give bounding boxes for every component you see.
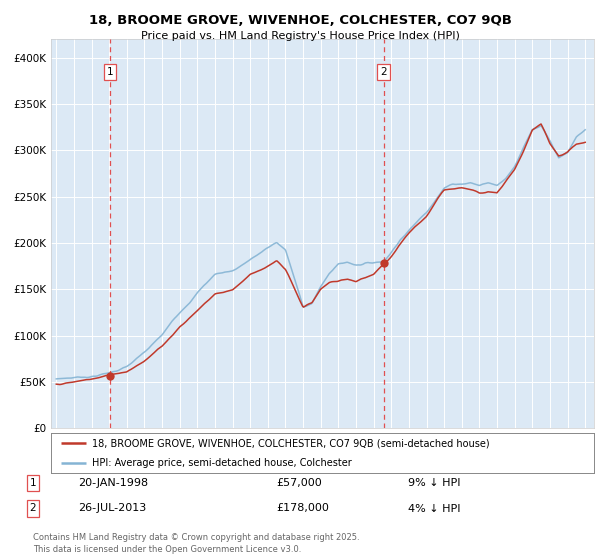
Text: 1: 1 <box>107 67 113 77</box>
Text: 1: 1 <box>29 478 37 488</box>
Text: £178,000: £178,000 <box>276 503 329 514</box>
Text: 26-JUL-2013: 26-JUL-2013 <box>78 503 146 514</box>
Text: Price paid vs. HM Land Registry's House Price Index (HPI): Price paid vs. HM Land Registry's House … <box>140 31 460 41</box>
Text: HPI: Average price, semi-detached house, Colchester: HPI: Average price, semi-detached house,… <box>92 458 352 468</box>
Text: 4% ↓ HPI: 4% ↓ HPI <box>408 503 461 514</box>
Text: 18, BROOME GROVE, WIVENHOE, COLCHESTER, CO7 9QB (semi-detached house): 18, BROOME GROVE, WIVENHOE, COLCHESTER, … <box>92 438 490 449</box>
Text: 9% ↓ HPI: 9% ↓ HPI <box>408 478 461 488</box>
Text: £57,000: £57,000 <box>276 478 322 488</box>
Text: 18, BROOME GROVE, WIVENHOE, COLCHESTER, CO7 9QB: 18, BROOME GROVE, WIVENHOE, COLCHESTER, … <box>89 14 511 27</box>
Text: 2: 2 <box>29 503 37 514</box>
Text: Contains HM Land Registry data © Crown copyright and database right 2025.
This d: Contains HM Land Registry data © Crown c… <box>33 533 359 554</box>
Text: 2: 2 <box>380 67 387 77</box>
Text: 20-JAN-1998: 20-JAN-1998 <box>78 478 148 488</box>
